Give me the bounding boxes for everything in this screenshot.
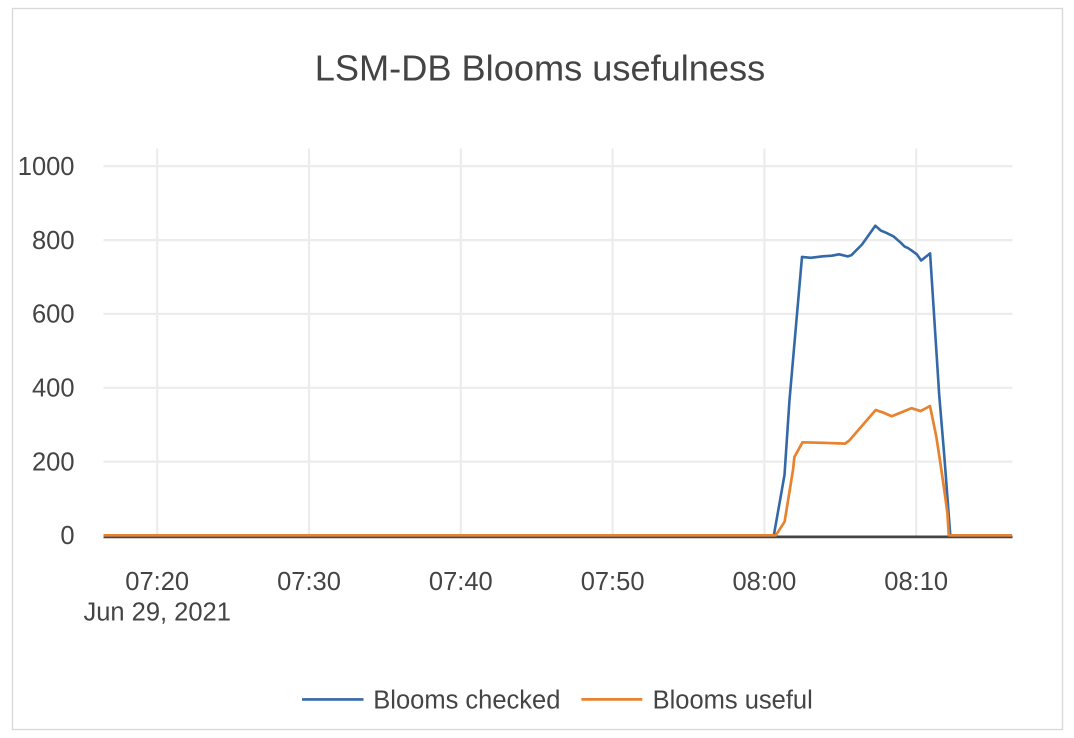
svg-text:200: 200 [32,448,75,476]
svg-text:Jun 29, 2021: Jun 29, 2021 [83,599,230,627]
svg-text:400: 400 [32,375,75,403]
svg-text:LSM-DB Blooms usefulness: LSM-DB Blooms usefulness [315,47,766,88]
svg-text:600: 600 [32,301,75,329]
svg-text:07:30: 07:30 [277,568,341,596]
svg-text:Blooms useful: Blooms useful [653,686,813,714]
svg-text:1000: 1000 [18,153,75,181]
svg-text:07:40: 07:40 [429,568,493,596]
svg-text:Blooms checked: Blooms checked [373,686,560,714]
svg-text:0: 0 [60,522,74,550]
svg-text:800: 800 [32,227,75,255]
svg-text:08:00: 08:00 [732,568,796,596]
svg-text:07:20: 07:20 [125,568,189,596]
svg-text:08:10: 08:10 [884,568,948,596]
svg-text:07:50: 07:50 [581,568,645,596]
